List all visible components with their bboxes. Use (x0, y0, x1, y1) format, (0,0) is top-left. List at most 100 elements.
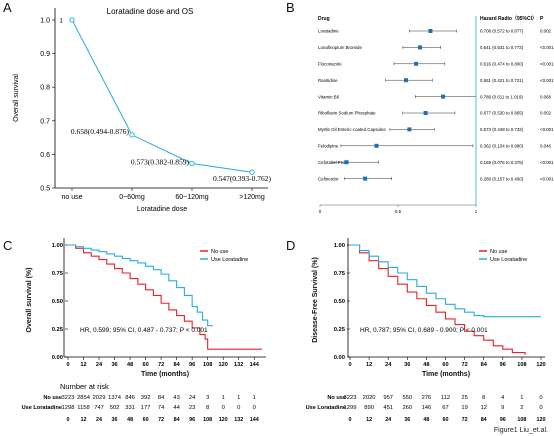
chart-d-xlabel: Time (months) (422, 371, 470, 378)
chart-a-title: Loratadine dose and OS (107, 7, 194, 16)
forest-p-value: 0.002 (540, 111, 552, 116)
forest-drug-label: Loratadine (318, 29, 339, 34)
chart-a-ytick-label: 0.6 (40, 152, 50, 159)
forest-drug-label: Riboflavin Sodium Phosphate (318, 111, 376, 116)
risk-value: 1298 (62, 405, 75, 411)
risk-value: 112 (441, 395, 450, 401)
risk-x-label: 60 (443, 417, 449, 423)
risk-value: 3223 (62, 395, 75, 401)
risk-row-label: No use (327, 395, 346, 401)
forest-header-hr: Hazard Radio（95%CI） (480, 16, 537, 22)
km-ytick-label: 1.00 (334, 243, 345, 249)
risk-x-label: 12 (366, 417, 372, 423)
km-xtick-label: 60 (142, 362, 148, 368)
risk-value: 2029 (93, 395, 106, 401)
risk-x-label: 48 (423, 417, 429, 423)
chart-a-xlabel: Loratadine dose (137, 206, 187, 213)
forest-p-value: <0.001 (540, 45, 554, 50)
forest-p-value: <0.001 (540, 176, 554, 181)
km-series-line (68, 244, 213, 327)
forest-point (414, 61, 419, 66)
chart-c-risk-title: Number at risk (60, 382, 109, 391)
risk-x-label: 120 (219, 417, 228, 423)
chart-a-xtick-label: 0~60mg (119, 194, 145, 201)
km-xtick-label: 144 (250, 362, 260, 368)
panel-a-chart: Loratadine dose and OS 0.5 0.6 0.7 0.8 0.9 1.… (13, 7, 272, 213)
panel-letter-b: B (286, 0, 295, 15)
risk-x-label: 108 (203, 417, 212, 423)
km-xtick-label: 12 (80, 362, 86, 368)
forest-point (374, 143, 379, 148)
risk-value: 550 (402, 395, 412, 401)
km-ytick-label: 0.00 (334, 355, 345, 361)
panel-letter-d: D (286, 238, 295, 253)
risk-x-label: 48 (127, 417, 133, 423)
forest-xtick-label: 1 (475, 209, 478, 214)
km-xtick-label: 48 (423, 362, 429, 368)
risk-x-label: 36 (112, 417, 118, 423)
forest-hr-text: 0.616 (0.474 to 0.800) (480, 62, 524, 67)
km-xtick-label: 108 (517, 362, 526, 368)
forest-header-p: P (540, 16, 544, 22)
chart-c-xlabel: Time (months) (141, 371, 189, 378)
risk-value: 25 (461, 395, 467, 401)
risk-x-label: 0 (349, 417, 352, 423)
forest-p-value: <0.001 (540, 160, 554, 165)
risk-value: 23 (189, 405, 195, 411)
risk-value: 146 (422, 405, 432, 411)
km-xtick-label: 0 (66, 362, 69, 368)
risk-value: 502 (110, 405, 120, 411)
forest-drug-label: Fluconazole (318, 62, 342, 67)
risk-value: 0 (253, 405, 256, 411)
forest-hr-text: 0.289 (0.157 to 0.460) (480, 176, 524, 181)
risk-x-label: 60 (143, 417, 149, 423)
risk-value: 12 (480, 405, 486, 411)
risk-x-label: 0 (67, 417, 70, 423)
forest-hr-text: 0.362 (0.134 to 0.980) (480, 144, 524, 149)
km-xtick-label: 48 (127, 362, 133, 368)
risk-value: 957 (383, 395, 393, 401)
forest-point (423, 111, 428, 115)
km-series-line (68, 244, 262, 350)
forest-drug-label: Felodipine (318, 144, 339, 149)
risk-row-label: Use Loratadine (306, 405, 346, 411)
chart-a-ytick-label: 0.8 (40, 85, 50, 92)
km-xtick-label: 120 (536, 362, 545, 368)
forest-hr-text: 0.641 (0.531 to 0.773) (480, 45, 524, 50)
forest-point (417, 45, 422, 50)
km-xtick-label: 84 (174, 362, 181, 368)
risk-value: 276 (422, 395, 432, 401)
km-xtick-label: 0 (348, 362, 351, 368)
chart-a-line (71, 19, 253, 173)
chart-a-xtick-label: >120mg (239, 194, 265, 201)
risk-value: 1 (237, 395, 240, 401)
risk-value: 67 (442, 405, 448, 411)
risk-value: 84 (158, 395, 165, 401)
km-xtick-label: 84 (481, 362, 488, 368)
risk-x-label: 72 (158, 417, 164, 423)
risk-value: 44 (173, 405, 180, 411)
km-ytick-label: 0.50 (334, 299, 345, 305)
risk-row-label: Use Loratadine (22, 405, 62, 411)
km-ytick-label: 0.75 (334, 271, 346, 277)
risk-value: 74 (158, 405, 165, 411)
risk-value: 1299 (344, 405, 357, 411)
risk-value: 3 (206, 395, 209, 401)
risk-x-label: 72 (462, 417, 468, 423)
risk-x-label: 120 (537, 417, 546, 423)
km-xtick-label: 120 (219, 362, 228, 368)
km-series-line (350, 244, 526, 355)
km-xtick-label: 12 (366, 362, 372, 368)
forest-p-value: <0.001 (540, 62, 554, 67)
km-series-line (350, 244, 541, 318)
risk-value: 8 (206, 405, 209, 411)
forest-point (363, 176, 368, 181)
risk-value: 0 (237, 405, 240, 411)
risk-value: 1 (222, 395, 225, 401)
chart-a-ylabel: Overall survival (13, 74, 20, 122)
km-legend-label: No use (490, 249, 507, 255)
forest-point (407, 127, 412, 132)
risk-x-label: 24 (96, 417, 102, 423)
chart-d-annotation: HR, 0.787; 95% CI, 0.689 - 0.900; P < 0.… (360, 327, 488, 334)
risk-x-label: 84 (481, 417, 487, 423)
